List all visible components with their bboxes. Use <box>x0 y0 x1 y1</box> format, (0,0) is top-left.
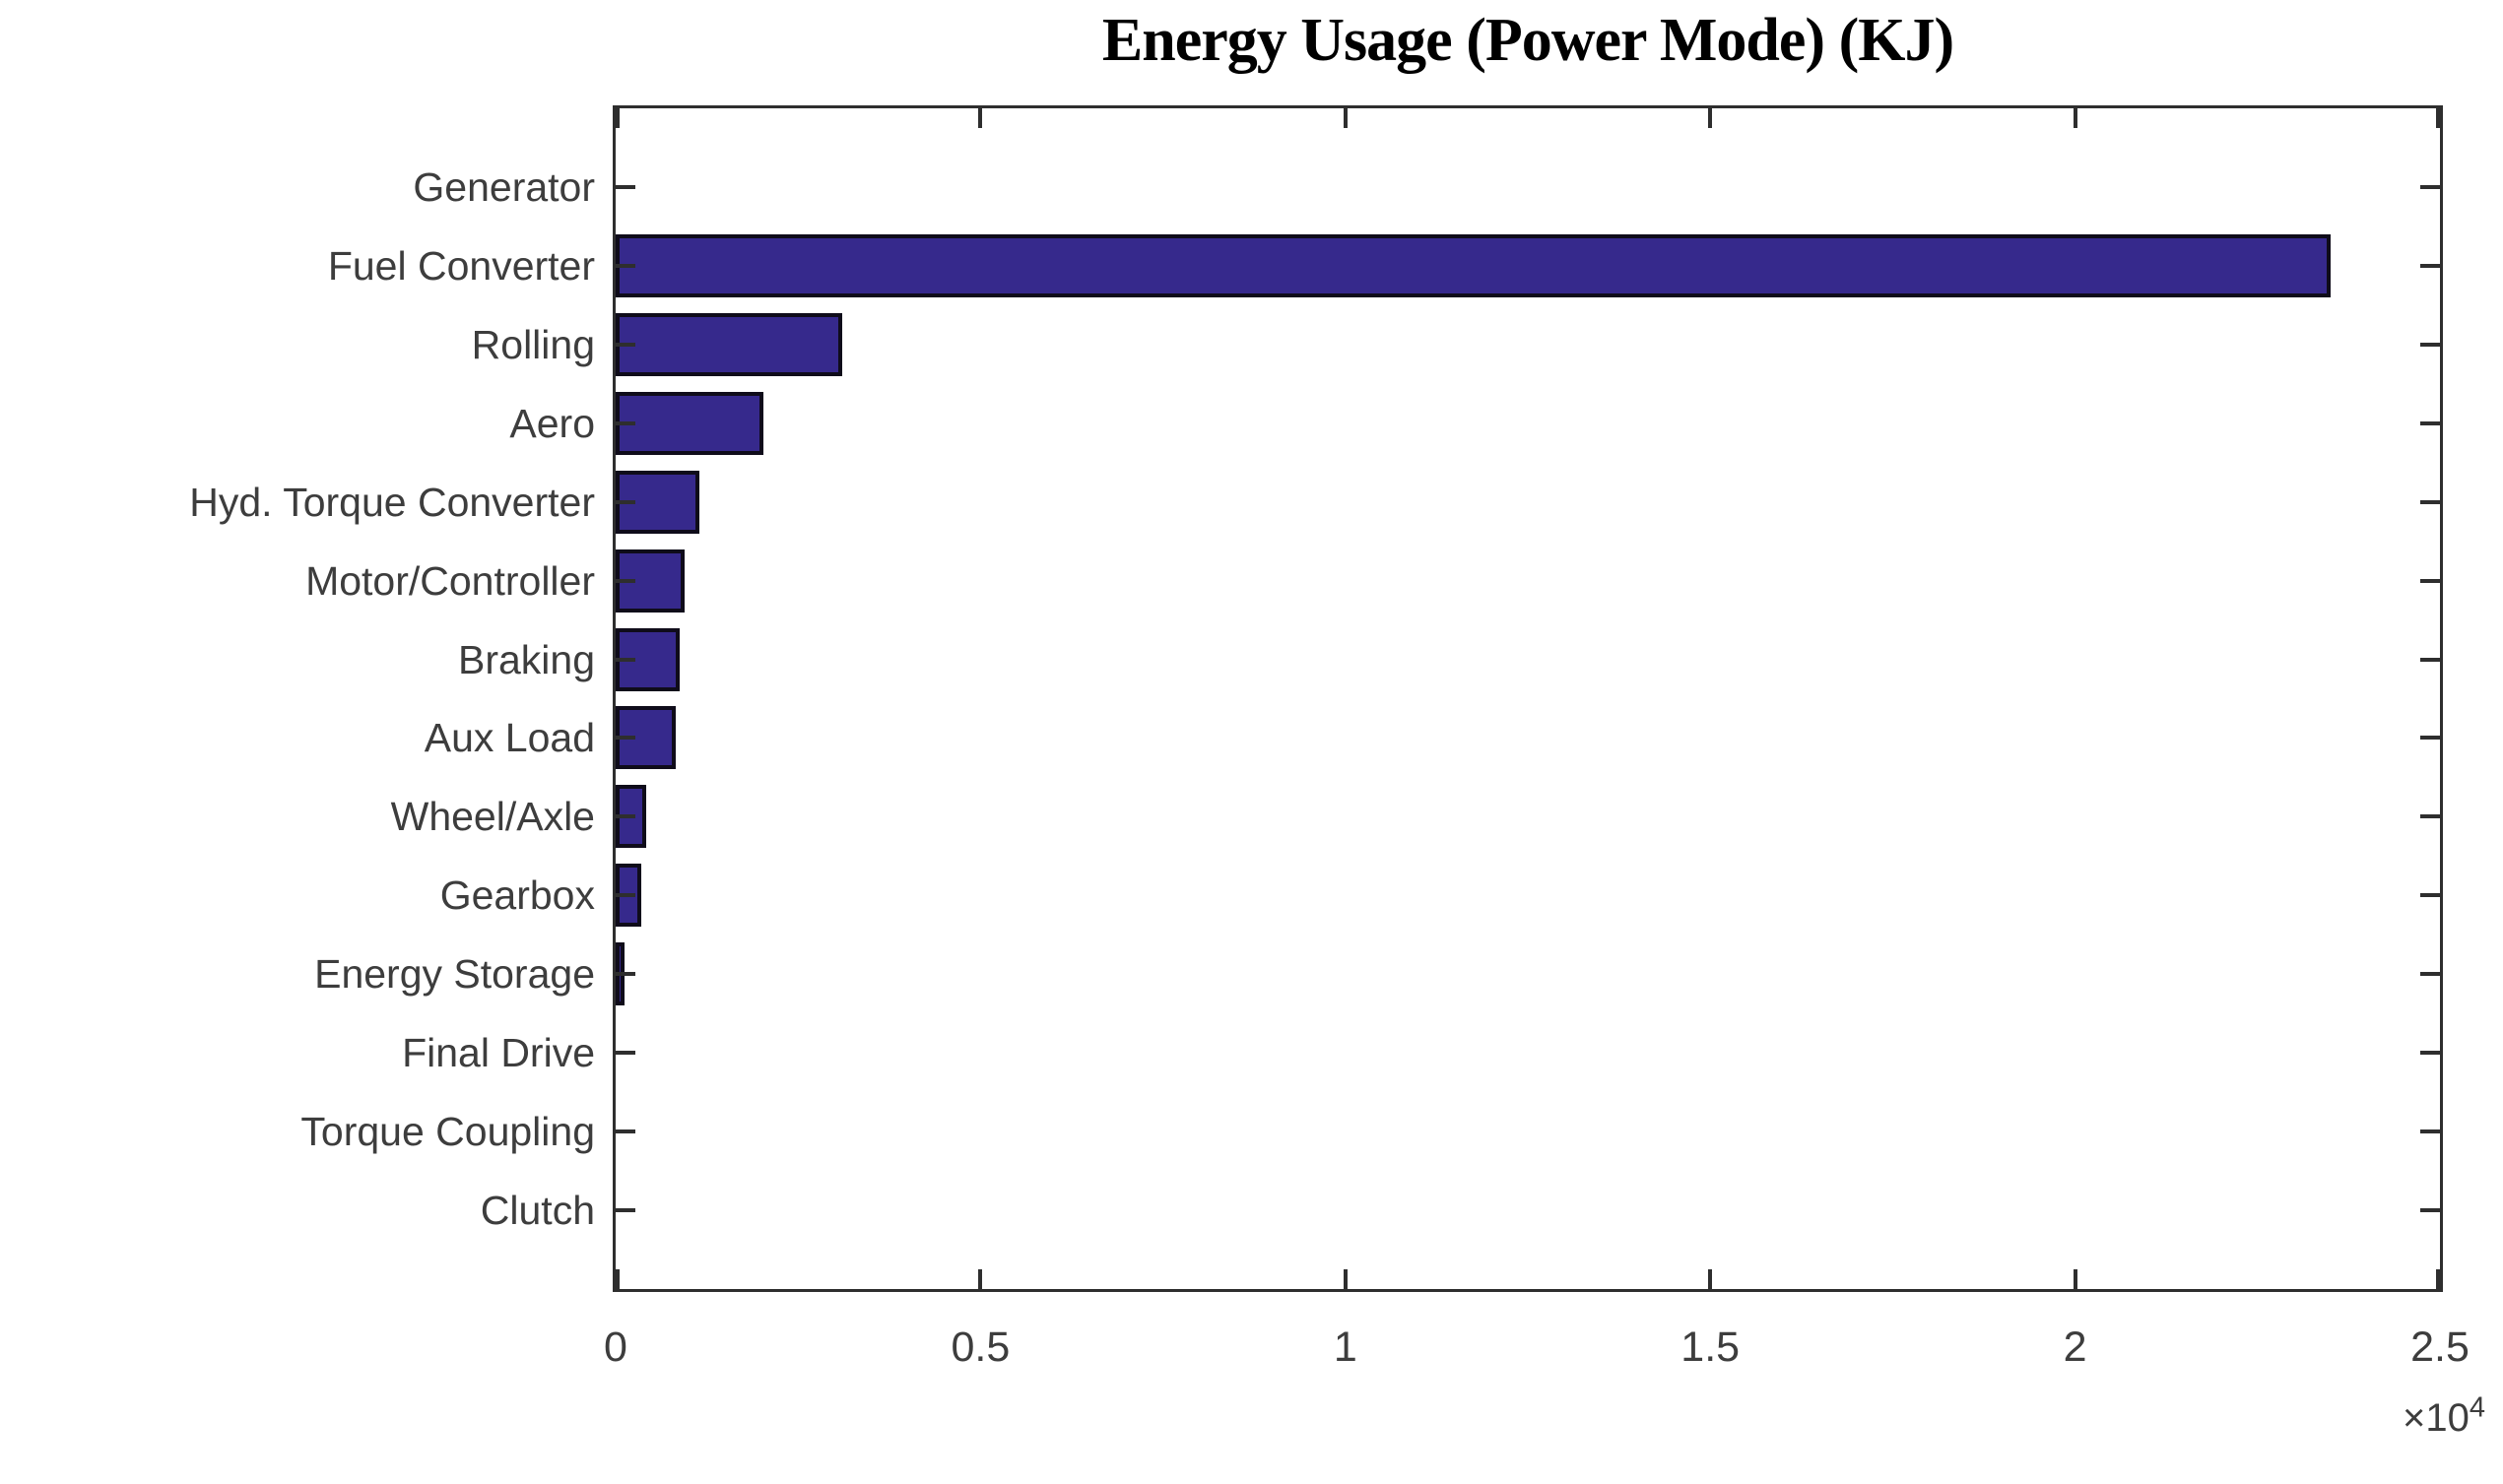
x-tick <box>2436 108 2440 128</box>
x-tick <box>616 108 620 128</box>
y-tick <box>616 263 635 268</box>
x-tick-label: 2.5 <box>2410 1323 2470 1371</box>
exponent-prefix: ×10 <box>2403 1396 2470 1440</box>
category-label: Gearbox <box>439 872 595 919</box>
y-tick <box>2420 657 2440 662</box>
y-tick <box>616 657 635 662</box>
y-tick <box>616 184 635 189</box>
exponent-power: 4 <box>2469 1391 2485 1424</box>
y-tick <box>2420 1051 2440 1056</box>
x-tick <box>1343 108 1348 128</box>
y-tick <box>2420 578 2440 583</box>
category-label: Energy Storage <box>314 951 595 998</box>
y-tick <box>2420 184 2440 189</box>
bar <box>616 391 763 455</box>
category-label: Wheel/Axle <box>390 794 595 840</box>
x-tick <box>978 108 983 128</box>
y-tick <box>616 972 635 977</box>
x-tick <box>2073 108 2077 128</box>
y-tick <box>616 1129 635 1134</box>
category-label: Hyd. Torque Converter <box>189 479 595 525</box>
x-axis-exponent-label: ×104 <box>2403 1393 2485 1441</box>
x-tick <box>2073 1269 2077 1289</box>
y-tick <box>616 1208 635 1213</box>
category-label: Final Drive <box>402 1030 595 1076</box>
x-tick <box>616 1269 620 1289</box>
y-tick <box>616 499 635 504</box>
x-tick <box>1343 1269 1348 1289</box>
category-label: Rolling <box>471 321 595 367</box>
category-label: Torque Coupling <box>300 1109 595 1155</box>
x-tick-label: 2 <box>2063 1323 2087 1371</box>
x-tick-label: 1.5 <box>1680 1323 1741 1371</box>
category-label: Aux Load <box>424 715 595 761</box>
y-tick <box>2420 420 2440 425</box>
category-label: Braking <box>457 636 595 682</box>
category-label: Motor/Controller <box>305 557 595 604</box>
y-tick <box>2420 499 2440 504</box>
x-tick-label: 0 <box>604 1323 627 1371</box>
y-tick <box>2420 1129 2440 1134</box>
plot-area <box>613 105 2443 1292</box>
x-tick <box>1708 108 1713 128</box>
y-tick <box>616 893 635 898</box>
y-tick <box>2420 342 2440 347</box>
y-tick <box>616 342 635 347</box>
y-tick <box>2420 1208 2440 1213</box>
category-label: Generator <box>413 163 595 210</box>
bar <box>616 312 842 376</box>
x-tick <box>2436 1269 2440 1289</box>
x-tick <box>1708 1269 1713 1289</box>
x-tick-label: 0.5 <box>951 1323 1011 1371</box>
y-tick <box>2420 814 2440 819</box>
y-tick <box>616 1051 635 1056</box>
y-tick <box>616 420 635 425</box>
y-tick <box>616 814 635 819</box>
category-label: Clutch <box>480 1188 595 1234</box>
y-tick <box>2420 972 2440 977</box>
category-label: Aero <box>509 400 595 446</box>
y-tick <box>2420 263 2440 268</box>
bar <box>616 233 2331 297</box>
y-tick <box>616 736 635 741</box>
y-tick <box>2420 736 2440 741</box>
x-tick <box>978 1269 983 1289</box>
x-tick-label: 1 <box>1333 1323 1357 1371</box>
y-tick <box>616 578 635 583</box>
y-tick <box>2420 893 2440 898</box>
chart-title: Energy Usage (Power Mode) (KJ) <box>1101 7 1954 74</box>
category-label: Fuel Converter <box>327 242 595 289</box>
